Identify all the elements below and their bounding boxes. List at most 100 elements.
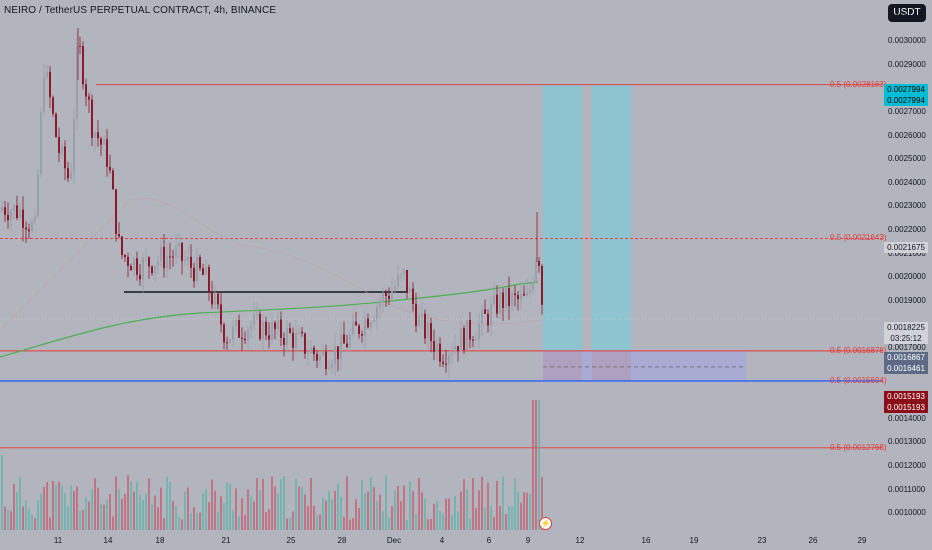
candle-body [532, 281, 534, 290]
volume-bar [487, 482, 489, 530]
candle-body [226, 342, 228, 344]
candle-body [367, 318, 369, 328]
volume-bar [496, 480, 498, 530]
candle-body [199, 257, 201, 269]
candle-body [442, 361, 444, 364]
volume-bar [40, 493, 42, 530]
candle-body [331, 363, 333, 368]
candle-body [61, 146, 63, 153]
candle-body [193, 267, 195, 282]
time-tick-label: 19 [689, 536, 699, 545]
fib-level-label: 0.5 (0.0021643) [830, 233, 887, 243]
candle-body [301, 331, 303, 334]
volume-bar [154, 495, 156, 530]
candle-body [424, 313, 426, 339]
volume-bar [424, 498, 426, 530]
volume-bar [43, 486, 45, 530]
candle-body [451, 352, 453, 355]
volume-bar [94, 478, 96, 530]
volume-bar [448, 498, 450, 530]
volume-bar [406, 519, 408, 530]
candle-body [316, 354, 318, 361]
volume-bar [100, 503, 102, 530]
volume-bar [82, 510, 84, 530]
candle-body [496, 294, 498, 314]
volume-bar [166, 476, 168, 530]
candle-body [136, 258, 138, 275]
volume-bar [253, 501, 255, 530]
volume-bar [148, 478, 150, 530]
price-tick-label: 0.0023000 [888, 201, 926, 211]
lightning-icon[interactable]: ⚡ [539, 517, 552, 530]
candle-body [13, 205, 15, 212]
volume-bar [217, 512, 219, 530]
volume-bar [481, 476, 483, 530]
volume-bar [13, 483, 15, 530]
candle-body [55, 113, 57, 138]
candle-body [94, 132, 96, 138]
volume-bar [205, 489, 207, 530]
volume-bar [190, 513, 192, 530]
volume-bar [103, 504, 105, 530]
volume-bar [469, 518, 471, 530]
volume-bar [463, 479, 465, 530]
candle-body [457, 345, 459, 352]
candle-body [538, 260, 540, 266]
candle-body [223, 324, 225, 343]
volume-bar [346, 476, 348, 530]
volume-bar [388, 517, 390, 530]
candle-body [385, 293, 387, 296]
candle-body [157, 261, 159, 266]
volume-bar [31, 514, 33, 530]
volume-bar [505, 514, 507, 530]
volume-bar [334, 490, 336, 530]
price-tag-mid-1: 0.0016867 [884, 352, 928, 363]
bar-countdown: 03:25:12 [884, 333, 928, 344]
volume-bar [133, 491, 135, 530]
price-tag-stop-2: 0.0015193 [884, 402, 928, 413]
candle-body [415, 303, 417, 327]
candle-body [70, 172, 72, 179]
time-tick-label: 4 [439, 536, 445, 545]
volume-bar [151, 503, 153, 530]
price-tick-label: 0.0014000 [888, 413, 926, 423]
candle-body [334, 346, 336, 364]
volume-bar [16, 492, 18, 530]
volume-bar [319, 514, 321, 530]
volume-bar [409, 481, 411, 530]
candle-body [421, 313, 423, 316]
volume-bar [181, 519, 183, 530]
time-tick-label: 14 [103, 536, 113, 545]
volume-bar [49, 517, 51, 530]
volume-bar [55, 484, 57, 530]
candle-body [340, 334, 342, 360]
volume-bar [436, 501, 438, 530]
volume-bar [37, 500, 39, 530]
volume-bar [79, 510, 81, 530]
price-tick-label: 0.0011000 [888, 484, 926, 494]
volume-bar [511, 507, 513, 530]
volume-bar [64, 492, 66, 530]
price-tag-resistance: 0.0021675 [884, 242, 928, 253]
volume-bar [106, 499, 108, 530]
volume-bar [379, 494, 381, 530]
time-tick-label: 6 [486, 536, 492, 545]
candle-body [7, 214, 9, 221]
volume-bar [499, 505, 501, 530]
candle-body [277, 319, 279, 330]
candle-body [430, 323, 432, 342]
candle-body [58, 137, 60, 153]
volume-bar [526, 492, 528, 530]
candle-body [241, 337, 243, 339]
currency-button[interactable]: USDT [888, 4, 926, 22]
volume-bar [313, 505, 315, 530]
volume-bar [397, 485, 399, 530]
fib-level-label: 0.5 (0.0028163) [830, 79, 887, 89]
volume-bar [523, 492, 525, 530]
candle-body [472, 339, 474, 341]
candle-body [88, 96, 90, 100]
candle-body [247, 329, 249, 341]
candle-body [397, 275, 399, 287]
volume-bar [385, 475, 387, 530]
